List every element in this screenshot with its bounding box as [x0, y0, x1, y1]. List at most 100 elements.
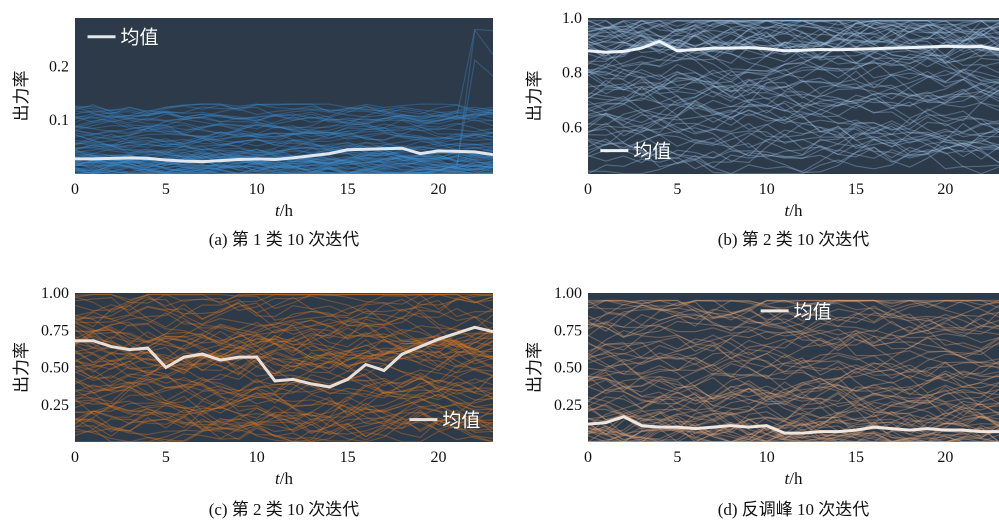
panel-c-sample-line: [75, 378, 493, 405]
panel-b-x-tick-label: 0: [584, 181, 592, 198]
panel-d-caption: (d) 反调峰 10 次迭代: [718, 500, 870, 519]
panel-a-sample-line: [75, 164, 493, 174]
panel-d-sample-line: [588, 352, 999, 381]
panel-d-sample-line: [588, 299, 999, 323]
panel-c-mean-line: [75, 325, 493, 389]
panel-a-sample-line: [75, 143, 493, 156]
panel-a-sample-lines: [75, 28, 493, 174]
panel-d-sample-line: [588, 299, 999, 321]
panel-d-sample-line: [588, 370, 999, 397]
panel-a-sample-line: [75, 154, 493, 173]
panel-a-plot-background: [75, 18, 493, 174]
panel-c-sample-line: [75, 331, 493, 367]
panel-d-sample-line: [588, 417, 999, 442]
panel-b-sample-line: [588, 20, 999, 50]
panel-b-y-tick-label: 0.8: [562, 65, 582, 82]
panel-c-sample-line: [75, 392, 493, 431]
panel-b: 均值 0 5 10 15 20 0.6 0.8 1.0 t/h 出力率 (b) 第 2 类 10 次迭…: [525, 10, 999, 249]
panel-d-sample-line: [588, 302, 999, 332]
panel-d-sample-line: [588, 364, 999, 399]
panel-c-sample-line: [75, 395, 493, 429]
panel-c-sample-line: [75, 386, 493, 415]
panel-d-sample-line: [588, 317, 999, 337]
panel-c-sample-line: [75, 325, 493, 357]
panel-c-sample-line: [75, 346, 493, 377]
panel-c-sample-line: [75, 393, 493, 433]
panel-d-sample-line: [588, 357, 999, 403]
panel-d-sample-line: [588, 414, 999, 442]
panel-d-sample-line: [588, 305, 999, 334]
panel-a-sample-line: [75, 130, 493, 147]
panel-b-sample-line: [588, 55, 999, 92]
panel-b-sample-line: [588, 20, 999, 48]
panel-c-sample-line: [75, 348, 493, 375]
panel-c-x-tick-label: 5: [162, 449, 170, 466]
panel-b-sample-line: [588, 115, 999, 159]
panel-c-sample-line: [75, 341, 493, 376]
panel-a-sample-line: [75, 103, 493, 122]
panel-c-sample-line: [75, 354, 493, 398]
panel-a-sample-line: [75, 122, 493, 148]
panel-c-sample-line: [75, 306, 493, 350]
panel-b-sample-line: [588, 44, 999, 81]
panel-a-sample-line: [75, 151, 493, 173]
panel-d-sample-line: [588, 421, 999, 442]
panel-c-sample-line: [75, 378, 493, 408]
panel-c-sample-line: [75, 338, 493, 371]
panel-a-x-tick-label: 20: [430, 181, 446, 198]
panel-d-plot-background: [588, 293, 999, 442]
panel-a-sample-line: [75, 159, 493, 174]
panel-c-sample-line: [75, 328, 493, 375]
panel-b-sample-line: [588, 81, 999, 117]
panel-a-sample-line: [75, 28, 493, 125]
panel-d-sample-lines: [588, 299, 999, 442]
panel-b-sample-line: [588, 129, 999, 164]
panel-c-sample-line: [75, 293, 493, 320]
panel-a-y-axis-label: 出力率: [12, 71, 31, 122]
panel-d-x-axis-label: t/h: [785, 469, 803, 488]
panel-b-sample-line: [588, 22, 999, 52]
panel-b-sample-line: [588, 143, 999, 169]
panel-b-x-axis-label: t/h: [785, 201, 803, 220]
panel-b-sample-line: [588, 142, 999, 174]
panel-b-x-tick-label: 10: [759, 181, 775, 198]
panel-c-x-tick-label: 20: [430, 449, 446, 466]
panel-c-sample-line: [75, 358, 493, 395]
panel-b-sample-line: [588, 67, 999, 95]
panel-c-sample-line: [75, 384, 493, 428]
panel-a-sample-line: [75, 104, 493, 121]
panel-a-caption: (a) 第 1 类 10 次迭代: [209, 230, 360, 249]
panel-a-sample-line: [75, 127, 493, 148]
panel-c-x-axis-label: t/h: [275, 469, 293, 488]
panel-d-sample-line: [588, 411, 999, 437]
panel-c-sample-line: [75, 383, 493, 429]
panel-c-sample-line: [75, 376, 493, 402]
panel-d-sample-line: [588, 424, 999, 442]
panel-d-sample-line: [588, 377, 999, 408]
panel-a-mean-line: [75, 146, 493, 164]
panel-c-sample-line: [75, 324, 493, 359]
panel-c-sample-line: [75, 337, 493, 368]
panel-b-sample-line: [588, 81, 999, 121]
panel-d-legend-label: 均值: [794, 301, 832, 323]
panel-d-y-tick-label: 0.75: [554, 322, 582, 339]
panel-b-sample-line: [588, 42, 999, 84]
panel-c-sample-line: [75, 298, 493, 339]
panel-b-sample-line: [588, 77, 999, 108]
panel-a-x-tick-label: 0: [71, 181, 79, 198]
panel-b-sample-line: [588, 121, 999, 160]
panel-a-sample-line: [75, 127, 493, 138]
panel-d-sample-line: [588, 299, 999, 330]
panel-c-sample-line: [75, 369, 493, 406]
panel-a-x-axis-label: t/h: [275, 201, 293, 220]
panel-b-sample-line: [588, 103, 999, 142]
panel-d-sample-line: [588, 427, 999, 442]
panel-b-sample-line: [588, 130, 999, 174]
panel-c-sample-line: [75, 389, 493, 425]
panel-a: 均值 0 5 10 15 20 0.1 0.2 t/h 出力率 (a) 第 1 类 10 次迭代: [12, 18, 493, 249]
panel-d-sample-line: [588, 341, 999, 388]
panel-a-sample-line: [75, 131, 493, 150]
panel-a-y-tick-label: 0.2: [49, 58, 69, 75]
panel-c-sample-line: [75, 351, 493, 381]
panel-d-y-tick-label: 0.50: [554, 360, 582, 377]
